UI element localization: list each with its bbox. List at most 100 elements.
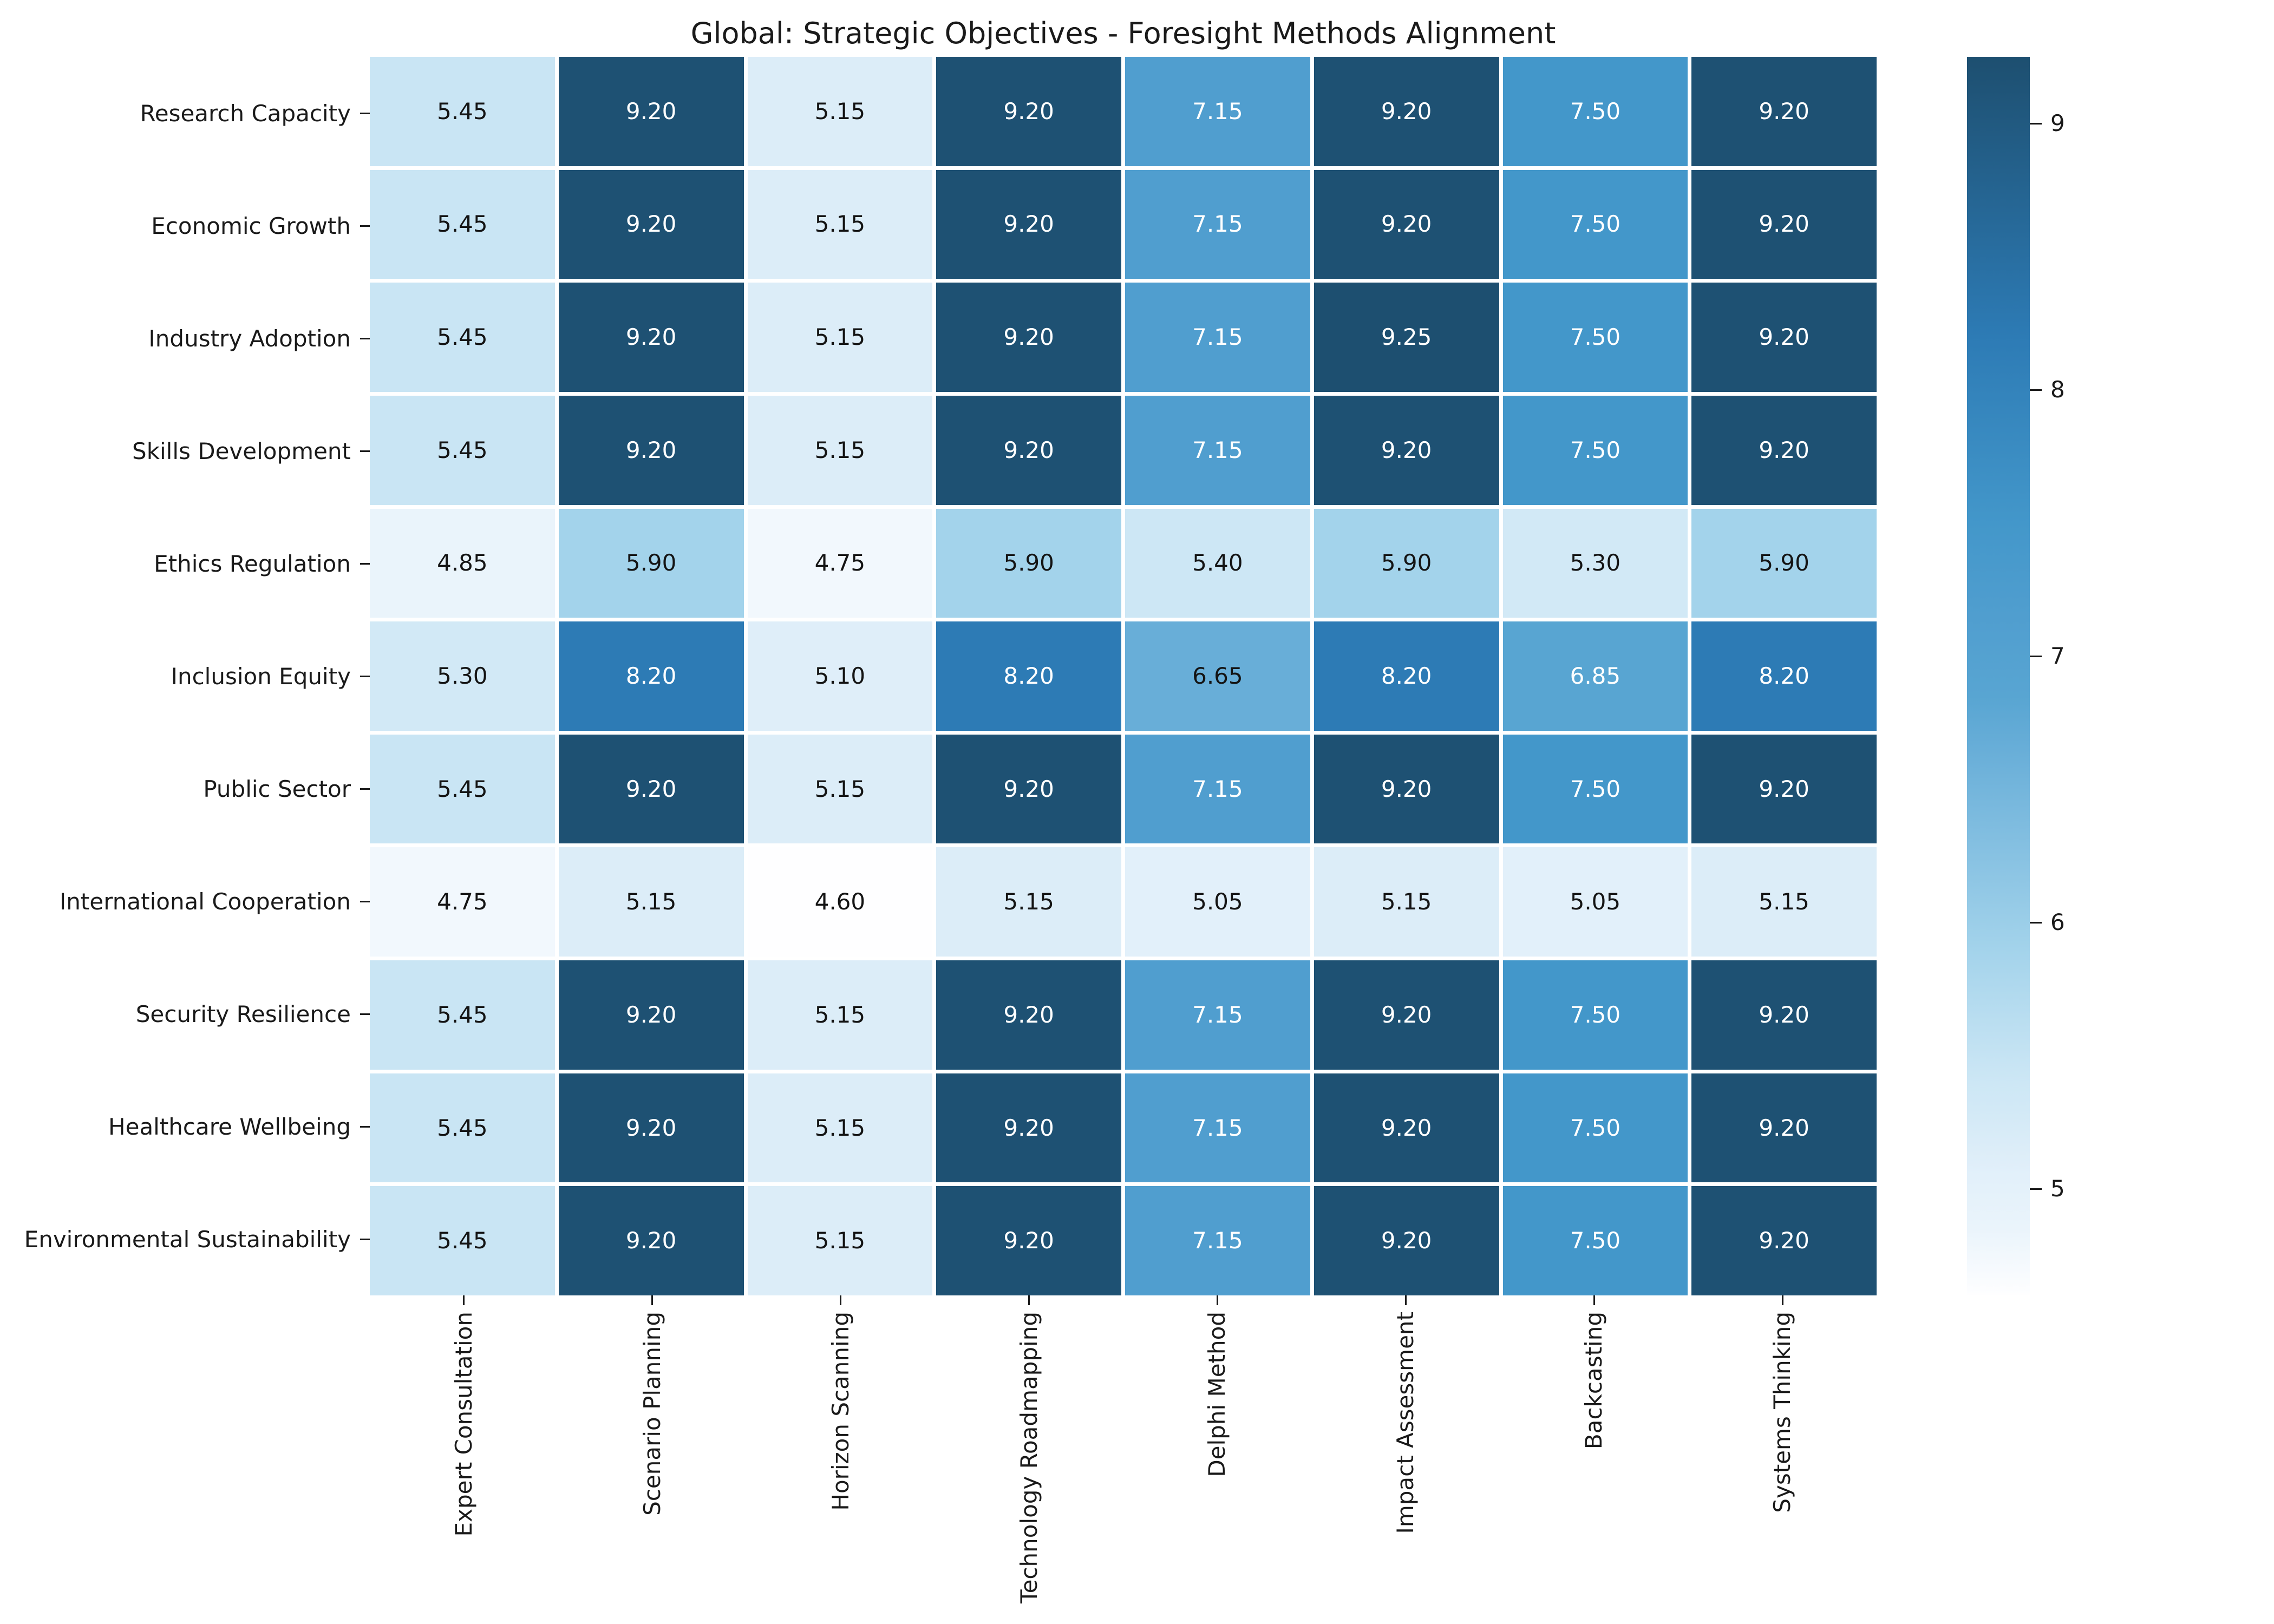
colorbar-tick [2030, 122, 2042, 125]
heatmap-cell: 9.20 [936, 169, 1121, 279]
y-tick [360, 225, 370, 227]
heatmap-cell: 5.45 [370, 169, 555, 279]
heatmap-cell: 9.25 [1314, 283, 1499, 392]
heatmap-cell: 9.20 [1314, 169, 1499, 279]
heatmap-cell: 6.65 [1125, 621, 1310, 731]
colorbar-tick [2030, 655, 2042, 657]
y-tick [360, 788, 370, 790]
row-label: Environmental Sustainability [24, 1226, 351, 1253]
row-label: Inclusion Equity [171, 663, 351, 690]
heatmap-cell: 5.30 [370, 621, 555, 731]
y-tick [360, 1238, 370, 1240]
heatmap-cell: 9.20 [1691, 1186, 1877, 1295]
heatmap-cell: 5.15 [558, 847, 744, 957]
x-tick [463, 1295, 465, 1305]
row-label: Security Resilience [135, 1000, 351, 1027]
heatmap-cell: 7.50 [1502, 283, 1688, 392]
heatmap-cell: 9.20 [1691, 960, 1877, 1070]
row-label: Economic Growth [151, 212, 351, 239]
y-tick [360, 112, 370, 114]
heatmap-cell: 7.15 [1125, 395, 1310, 505]
heatmap-cell: 9.20 [1691, 57, 1877, 166]
heatmap-cell: 7.50 [1502, 734, 1688, 844]
heatmap-cell: 7.50 [1502, 960, 1688, 1070]
heatmap-cell: 6.85 [1502, 621, 1688, 731]
row-label: Public Sector [203, 775, 351, 802]
colorbar-tick-label: 6 [2050, 909, 2065, 936]
y-tick [360, 1013, 370, 1015]
heatmap-cell: 5.15 [747, 169, 933, 279]
heatmap-cell: 9.20 [936, 1073, 1121, 1183]
y-tick [360, 562, 370, 565]
heatmap-cell: 4.75 [370, 847, 555, 957]
heatmap-cell: 4.60 [747, 847, 933, 957]
col-label: Horizon Scanning [827, 1312, 854, 1511]
heatmap-cell: 7.15 [1125, 1186, 1310, 1295]
y-tick [360, 1125, 370, 1128]
heatmap-cell: 5.15 [1691, 847, 1877, 957]
colorbar-tick-label: 8 [2050, 376, 2065, 403]
row-label: International Cooperation [59, 888, 351, 915]
heatmap-cell: 5.90 [558, 508, 744, 618]
heatmap-cell: 8.20 [936, 621, 1121, 731]
heatmap-cell: 5.90 [936, 508, 1121, 618]
heatmap-cell: 4.85 [370, 508, 555, 618]
heatmap-cell: 9.20 [1691, 283, 1877, 392]
heatmap-cell: 5.15 [747, 283, 933, 392]
heatmap-cell: 9.20 [558, 283, 744, 392]
heatmap-cell: 5.45 [370, 283, 555, 392]
heatmap-cell: 5.30 [1502, 508, 1688, 618]
heatmap-cell: 9.20 [558, 57, 744, 166]
colorbar [1967, 57, 2030, 1295]
y-tick [360, 900, 370, 902]
heatmap-cell: 9.20 [1314, 57, 1499, 166]
heatmap-cell: 9.20 [1691, 169, 1877, 279]
col-label: Systems Thinking [1769, 1312, 1796, 1513]
colorbar-tick [2030, 1188, 2042, 1190]
row-label: Research Capacity [140, 100, 351, 127]
heatmap-cell: 5.15 [747, 1073, 933, 1183]
heatmap-cell: 5.45 [370, 1186, 555, 1295]
heatmap-grid: 5.45 9.20 5.15 9.20 7.15 9.20 7.50 9.20 5.45 9.20… [370, 57, 1877, 1295]
heatmap-cell: 5.15 [747, 960, 933, 1070]
heatmap-cell: 7.15 [1125, 57, 1310, 166]
x-tick [1404, 1295, 1407, 1305]
heatmap-cell: 5.15 [936, 847, 1121, 957]
heatmap-cell: 7.15 [1125, 1073, 1310, 1183]
heatmap-cell: 5.45 [370, 734, 555, 844]
heatmap-cell: 8.20 [1691, 621, 1877, 731]
row-label: Industry Adoption [148, 325, 351, 352]
colorbar-tick-label: 5 [2050, 1175, 2065, 1202]
heatmap-cell: 9.20 [936, 395, 1121, 505]
heatmap-cell: 5.90 [1691, 508, 1877, 618]
heatmap-cell: 7.15 [1125, 283, 1310, 392]
heatmap-cell: 5.05 [1125, 847, 1310, 957]
heatmap-cell: 7.50 [1502, 1073, 1688, 1183]
heatmap-cell: 8.20 [558, 621, 744, 731]
heatmap-cell: 9.20 [1314, 1186, 1499, 1295]
x-tick [1593, 1295, 1595, 1305]
heatmap-cell: 5.40 [1125, 508, 1310, 618]
heatmap-cell: 9.20 [1691, 734, 1877, 844]
heatmap-cell: 8.20 [1314, 621, 1499, 731]
heatmap-cell: 9.20 [936, 283, 1121, 392]
heatmap-cell: 9.20 [936, 734, 1121, 844]
heatmap-cell: 9.20 [558, 395, 744, 505]
heatmap-cell: 9.20 [558, 960, 744, 1070]
heatmap-cell: 4.75 [747, 508, 933, 618]
y-tick [360, 675, 370, 677]
chart-title: Global: Strategic Objectives - Foresight… [690, 16, 1556, 50]
x-tick [1028, 1295, 1030, 1305]
row-label: Ethics Regulation [154, 550, 351, 577]
col-label: Impact Assessment [1392, 1312, 1419, 1534]
heatmap-cell: 9.20 [936, 57, 1121, 166]
col-label: Technology Roadmapping [1015, 1312, 1042, 1603]
heatmap-cell: 5.45 [370, 57, 555, 166]
colorbar-tick [2030, 921, 2042, 924]
heatmap-cell: 9.20 [558, 1073, 744, 1183]
x-tick [1216, 1295, 1218, 1305]
heatmap-cell: 7.15 [1125, 734, 1310, 844]
x-tick [651, 1295, 654, 1305]
col-label: Expert Consultation [450, 1312, 477, 1537]
